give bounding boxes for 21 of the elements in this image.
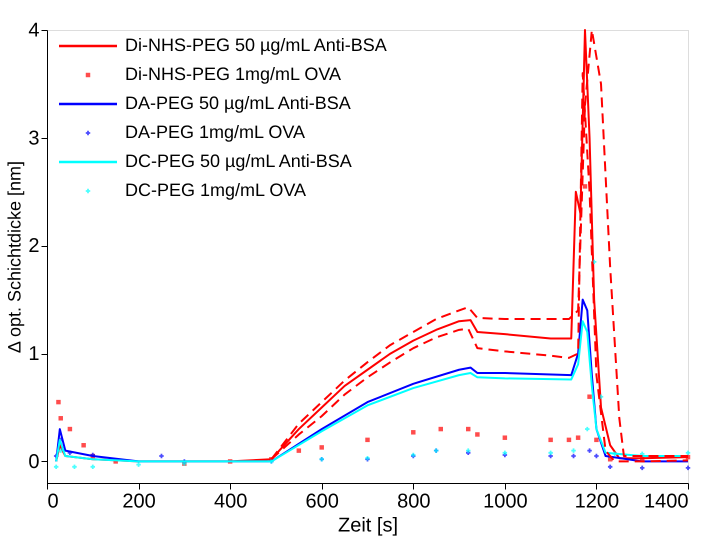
legend-label: Di-NHS-PEG 50 µg/mL Anti-BSA [125, 35, 387, 55]
x-tick-label: 1400 [644, 490, 688, 512]
x-tick-label: 800 [397, 490, 430, 512]
legend-label: Di-NHS-PEG 1mg/mL OVA [125, 64, 342, 84]
legend-label: DA-PEG 1mg/mL OVA [125, 122, 306, 142]
x-tick-label: 200 [122, 490, 156, 512]
y-tick-label: 3 [28, 127, 40, 150]
y-tick-label: 1 [28, 343, 40, 366]
legend-label: DC-PEG 50 µg/mL Anti-BSA [125, 151, 352, 171]
x-tick-label: 600 [306, 490, 339, 512]
legend-label: DA-PEG 50 µg/mL Anti-BSA [125, 93, 351, 113]
y-tick-label: 2 [28, 235, 40, 258]
y-tick-label: 0 [28, 450, 40, 473]
legend-label: DC-PEG 1mg/mL OVA [125, 180, 306, 200]
x-axis-title: Zeit [s] [338, 514, 398, 536]
y-tick-label: 4 [28, 20, 40, 42]
x-tick-label: 1200 [574, 490, 620, 512]
y-axis-title: Δ opt. Schichtdicke [nm] [4, 160, 24, 354]
x-tick-label: 0 [48, 490, 59, 512]
x-tick-label: 1000 [483, 490, 528, 512]
x-tick-label: 400 [214, 490, 248, 512]
